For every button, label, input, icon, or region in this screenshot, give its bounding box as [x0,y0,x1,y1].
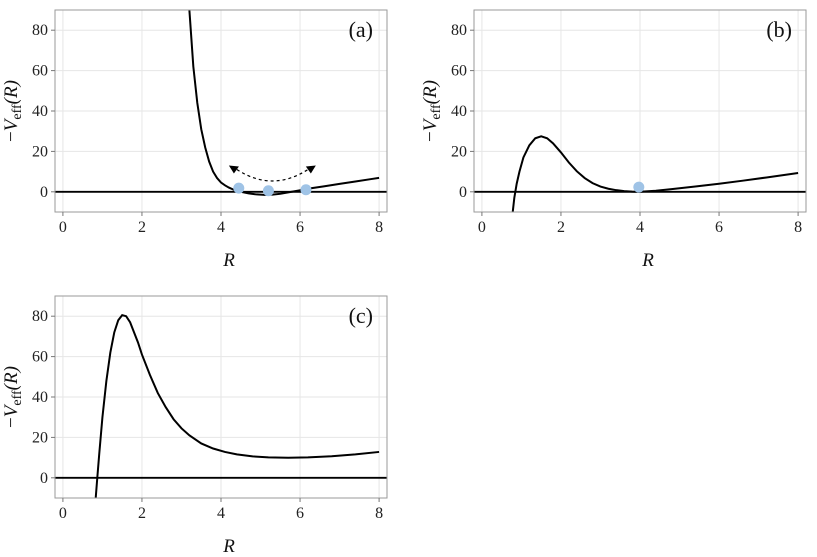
series-line [511,135,799,212]
y-tick-label: 40 [451,103,467,120]
x-tick-label: 2 [138,505,146,522]
y-axis-title-part: eff [429,104,444,120]
arrow-head-right [305,165,316,174]
panel-label: (b) [766,17,792,42]
y-tick-label: 60 [451,63,467,80]
panel-label: (a) [349,17,373,42]
data-point [233,182,245,194]
y-tick-label: 20 [32,143,48,160]
series-line [94,314,380,498]
x-tick-label: 4 [217,219,225,236]
y-tick-label: 20 [32,429,48,446]
y-tick-label: 0 [40,184,48,201]
x-tick-label: 8 [794,219,802,236]
x-axis-title: R [222,250,235,271]
x-axis-title: R [222,536,235,557]
y-tick-label: 20 [451,143,467,160]
y-axis-title-part: V [420,117,441,131]
x-tick-label: 0 [478,219,486,236]
y-axis-title-part: − [1,131,22,142]
y-tick-label: 40 [32,389,48,406]
x-tick-label: 6 [296,505,304,522]
y-axis-title: −Veff(R) [420,80,444,142]
y-axis-title-part: − [1,417,22,428]
x-tick-label: 8 [375,219,383,236]
x-tick-label: 0 [59,219,67,236]
y-tick-label: 80 [451,22,467,39]
data-point [262,185,274,197]
y-axis-title-part: V [1,117,22,131]
x-tick-label: 4 [636,219,644,236]
x-tick-label: 2 [138,219,146,236]
data-point [300,184,312,196]
y-tick-label: 0 [40,470,48,487]
y-axis-title: −Veff(R) [1,366,25,428]
y-axis-title-part: eff [10,104,25,120]
y-tick-label: 60 [32,349,48,366]
series-line [188,10,380,196]
x-tick-label: 2 [557,219,565,236]
x-tick-label: 0 [59,505,67,522]
y-axis-title-part: V [1,403,22,417]
y-axis-title-part: (R) [420,80,441,104]
x-tick-label: 6 [296,219,304,236]
arrow-head-left [228,165,239,174]
oscillation-arrow [236,169,309,182]
panel-label: (c) [349,303,373,328]
y-tick-label: 80 [32,22,48,39]
x-tick-label: 8 [375,505,383,522]
data-point [633,181,645,193]
y-axis-title-part: (R) [1,366,22,390]
y-axis-title-part: eff [10,390,25,406]
y-tick-label: 60 [32,63,48,80]
x-tick-label: 6 [715,219,723,236]
y-axis-title-part: − [420,131,441,142]
y-axis-title: −Veff(R) [1,80,25,142]
x-axis-title: R [641,250,654,271]
x-tick-label: 4 [217,505,225,522]
y-tick-label: 80 [32,308,48,325]
y-tick-label: 0 [459,184,467,201]
y-axis-title-part: (R) [1,80,22,104]
y-tick-label: 40 [32,103,48,120]
